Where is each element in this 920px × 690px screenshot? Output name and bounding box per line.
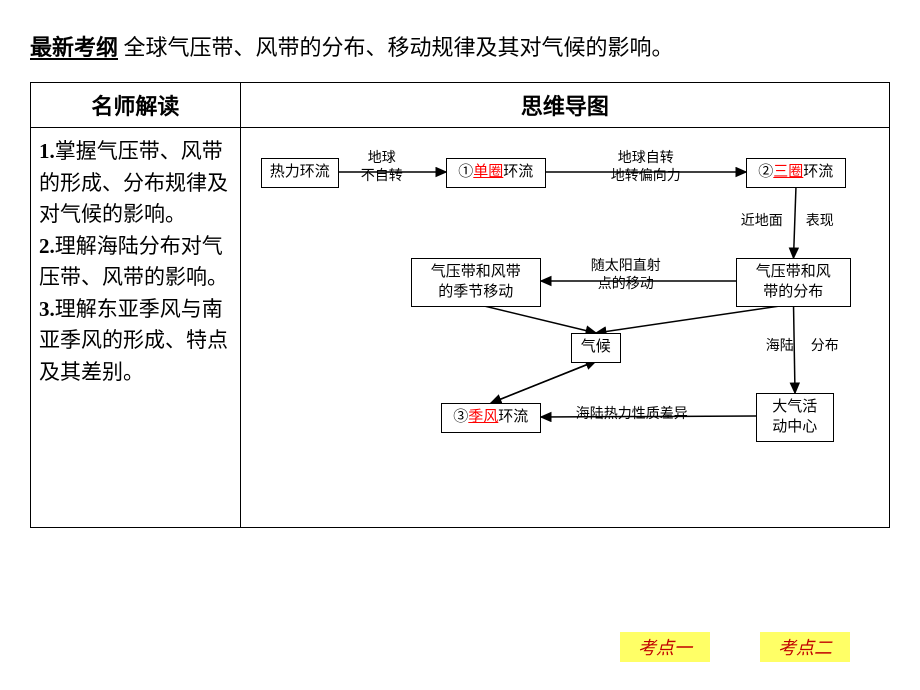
edge-label: 地球自转地转偏向力 <box>611 150 681 186</box>
flowchart-node: ③季风环流 <box>441 403 541 433</box>
nav-buttons: 考点一 考点二 <box>620 632 850 662</box>
point-num: 2. <box>39 234 55 258</box>
flowchart-node: 热力环流 <box>261 158 339 188</box>
teacher-point: 1.掌握气压带、风带的形成、分布规律及对气候的影响。 <box>39 136 232 231</box>
flowchart-node: 气压带和风带的季节移动 <box>411 258 541 307</box>
page-header: 最新考纲 全球气压带、风带的分布、移动规律及其对气候的影响。 <box>0 0 920 82</box>
nav-point-1-button[interactable]: 考点一 <box>620 632 710 662</box>
flowchart-node: 气压带和风带的分布 <box>736 258 851 307</box>
flowchart-node: 气候 <box>571 333 621 363</box>
teacher-cell: 1.掌握气压带、风带的形成、分布规律及对气候的影响。 2.理解海陆分布对气压带、… <box>31 128 241 528</box>
point-text: 掌握气压带、风带的形成、分布规律及对气候的影响。 <box>39 139 228 226</box>
point-num: 1. <box>39 139 55 163</box>
edge-label: 表现 <box>806 213 834 231</box>
flowchart-node: 大气活动中心 <box>756 393 834 442</box>
teacher-point: 2.理解海陆分布对气压带、风带的影响。 <box>39 231 232 294</box>
edge-label: 近地面 <box>741 213 783 231</box>
teacher-point: 3.理解东亚季风与南亚季风的形成、特点及其差别。 <box>39 294 232 389</box>
point-text: 理解东亚季风与南亚季风的形成、特点及其差别。 <box>39 297 228 384</box>
edge-label: 地球不自转 <box>361 150 403 186</box>
header-teacher: 名师解读 <box>31 83 241 128</box>
syllabus-label: 最新考纲 <box>30 35 118 60</box>
header-mindmap: 思维导图 <box>240 83 889 128</box>
edge-label: 分布 <box>811 338 839 356</box>
point-num: 3. <box>39 297 55 321</box>
edge-label: 随太阳直射点的移动 <box>591 258 661 294</box>
mindmap-diagram: 热力环流 ①单圈环流 ②三圈环流气压带和风带的季节移动 气压带和风带的分布气候 ③季风环… <box>241 128 889 527</box>
nav-point-2-button[interactable]: 考点二 <box>760 632 850 662</box>
arrows-layer <box>241 128 889 527</box>
edge-label: 海陆热力性质差异 <box>576 406 688 424</box>
edge-label: 海陆 <box>766 338 794 356</box>
main-table: 名师解读 思维导图 1.掌握气压带、风带的形成、分布规律及对气候的影响。 2.理… <box>30 82 890 528</box>
flowchart-node: ①单圈环流 <box>446 158 546 188</box>
point-text: 理解海陆分布对气压带、风带的影响。 <box>39 234 228 290</box>
flowchart-node: ②三圈环流 <box>746 158 846 188</box>
syllabus-text: 全球气压带、风带的分布、移动规律及其对气候的影响。 <box>124 35 674 60</box>
mindmap-cell: 热力环流 ①单圈环流 ②三圈环流气压带和风带的季节移动 气压带和风带的分布气候 ③季风环… <box>240 128 889 528</box>
